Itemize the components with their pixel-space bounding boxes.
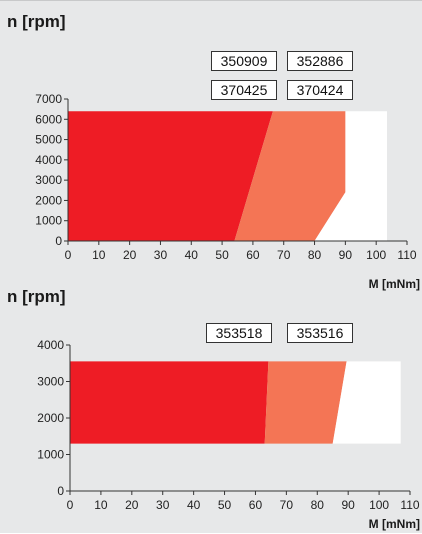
chart1-y-tick-label: 0 xyxy=(55,234,62,248)
chart2-label-box-1: 353518 xyxy=(206,323,272,343)
chart1-label-box-2: 352886 xyxy=(287,51,353,71)
chart2-y-tick-label: 1000 xyxy=(37,448,64,462)
chart1-zone-2 xyxy=(234,111,346,241)
chart2-y-tick-label: 0 xyxy=(57,484,64,498)
chart1-label-box-4: 370424 xyxy=(287,80,353,100)
chart2-x-tick-label: 20 xyxy=(125,498,139,512)
chart1-x-tick-label: 70 xyxy=(277,248,291,262)
chart1-x-tick-label: 80 xyxy=(308,248,322,262)
chart1-x-tick-label: 90 xyxy=(339,248,353,262)
chart1-y-tick-label: 7000 xyxy=(35,92,62,106)
chart1-x-tick-label: 110 xyxy=(397,248,416,262)
chart1-x-tick-label: 30 xyxy=(154,248,168,262)
chart1-y-axis-label: n [rpm] xyxy=(7,12,66,31)
chart2-x-tick-label: 30 xyxy=(156,498,170,512)
chart2-x-tick-label: 110 xyxy=(400,498,419,512)
chart2-x-tick-label: 50 xyxy=(218,498,232,512)
chart1-zone-1 xyxy=(68,111,273,241)
chart2-y-axis-label: n [rpm] xyxy=(7,287,66,306)
chart1-zone-3 xyxy=(314,111,387,241)
chart2-zone-1 xyxy=(70,361,269,444)
chart1-x-tick-label: 40 xyxy=(185,248,199,262)
chart1-x-tick-label: 0 xyxy=(65,248,72,262)
chart1-label-box-3: 370425 xyxy=(211,80,277,100)
chart1-y-tick-label: 4000 xyxy=(35,153,62,167)
chart2-x-tick-label: 100 xyxy=(369,498,389,512)
chart2-x-tick-label: 70 xyxy=(280,498,294,512)
chart2-x-tick-label: 40 xyxy=(187,498,201,512)
chart1-x-tick-label: 60 xyxy=(246,248,260,262)
chart1-x-tick-label: 50 xyxy=(215,248,229,262)
chart2-x-tick-label: 60 xyxy=(249,498,263,512)
chart2-x-tick-label: 0 xyxy=(67,498,74,512)
chart1-x-tick-label: 20 xyxy=(123,248,137,262)
chart1-y-tick-label: 6000 xyxy=(35,112,62,126)
chart1-y-tick-label: 1000 xyxy=(35,214,62,228)
chart2-x-axis-label: M [mNm] xyxy=(368,517,420,531)
chart1-label-box-1: 350909 xyxy=(211,51,277,71)
chart2-y-tick-label: 2000 xyxy=(37,411,64,425)
chart2-zone-3 xyxy=(332,361,401,444)
chart1-y-tick-label: 5000 xyxy=(35,133,62,147)
chart1-x-tick-label: 100 xyxy=(366,248,386,262)
chart2-y-tick-label: 4000 xyxy=(37,338,64,352)
chart2-x-tick-label: 10 xyxy=(94,498,108,512)
chart2-x-tick-label: 80 xyxy=(311,498,325,512)
chart1-x-axis-label: M [mNm] xyxy=(368,277,420,291)
chart2-y-tick-label: 3000 xyxy=(37,375,64,389)
chart1-x-tick-label: 10 xyxy=(92,248,106,262)
chart1-y-tick-label: 2000 xyxy=(35,193,62,207)
chart2-x-tick-label: 90 xyxy=(342,498,356,512)
chart1-y-tick-label: 3000 xyxy=(35,173,62,187)
chart2-label-box-2: 353516 xyxy=(287,323,353,343)
chart2-zone-2 xyxy=(264,361,347,444)
